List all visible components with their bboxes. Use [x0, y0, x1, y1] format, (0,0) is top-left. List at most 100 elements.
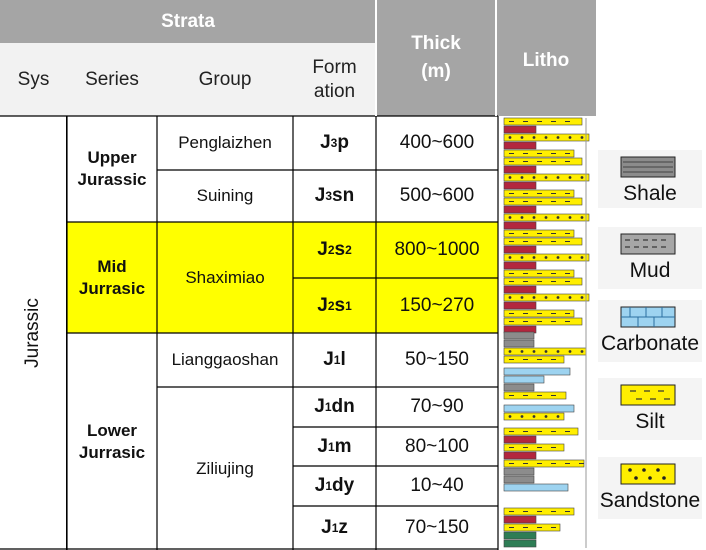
- shale-layer: [503, 467, 535, 476]
- sand-dot: [544, 256, 548, 259]
- shale-layer: [503, 331, 535, 340]
- sand-dot: [568, 216, 572, 219]
- sand-dot: [532, 176, 536, 179]
- sand-dot: [532, 216, 536, 219]
- formation-cell: J 1 dn: [314, 396, 355, 417]
- red-bed-layer: [503, 141, 537, 150]
- thickness-cell: 150~270: [399, 294, 475, 316]
- sand-dot: [556, 176, 560, 179]
- sand-dot: [508, 256, 512, 259]
- sand-dot: [544, 176, 548, 179]
- sand-dot: [580, 350, 584, 353]
- sys-header: Sys: [0, 43, 67, 116]
- sand-dot: [508, 136, 512, 139]
- sand-dot: [508, 216, 512, 219]
- sand-dot: [568, 296, 572, 299]
- red-bed-layer: [503, 261, 537, 270]
- strata-header: Strata: [0, 0, 376, 43]
- carbonate-layer: [503, 367, 571, 376]
- sand-dot: [520, 296, 524, 299]
- legend-label: Mud: [629, 259, 671, 282]
- sand-dot: [520, 216, 524, 219]
- legend-item: Silt: [598, 378, 702, 440]
- sand-dot: [568, 256, 572, 259]
- sand-dot: [580, 176, 584, 179]
- sand-dot: [556, 415, 560, 418]
- series-lower: Lower Jurrasic: [78, 420, 146, 462]
- sand-dot: [580, 216, 584, 219]
- thickness-cell: 70~90: [410, 396, 464, 417]
- carbonate-swatch-icon: [620, 306, 676, 328]
- sand-dot: [568, 136, 572, 139]
- series-mid: Mid Jurrasic: [78, 256, 146, 298]
- group-ziliujing: Ziliujing: [196, 458, 254, 478]
- red-bed-layer: [503, 125, 537, 134]
- silt-layer: [503, 317, 583, 326]
- sand-dot: [568, 350, 572, 353]
- sand-dot: [508, 296, 512, 299]
- shale-layer: [503, 475, 535, 484]
- silt-layer: [503, 237, 583, 246]
- thick-header: Thick (m): [376, 0, 496, 116]
- silt-layer: [503, 117, 583, 126]
- group-suining: Suining: [196, 186, 254, 205]
- sand-dot: [556, 350, 560, 353]
- formation-cell: J 3 sn: [314, 185, 355, 206]
- thickness-cell: 400~600: [399, 132, 475, 153]
- sand-dot: [544, 350, 548, 353]
- green-bed-layer: [503, 531, 537, 540]
- red-bed-layer: [503, 221, 537, 230]
- carbonate-layer: [503, 483, 569, 492]
- sand-dot: [556, 136, 560, 139]
- thickness-cell: 80~100: [405, 435, 469, 457]
- table-grid: [0, 115, 499, 550]
- silt-layer: [503, 355, 565, 364]
- red-bed-layer: [503, 205, 537, 214]
- sand-dot: [532, 415, 536, 418]
- red-bed-layer: [503, 515, 537, 524]
- sand-dot: [532, 136, 536, 139]
- silt-layer: [503, 459, 585, 468]
- sand-dot: [520, 256, 524, 259]
- sand-dot: [544, 415, 548, 418]
- formation-header: Form ation: [293, 43, 376, 116]
- series-upper: Upper Jurassic: [77, 148, 147, 189]
- sand-dot: [556, 296, 560, 299]
- red-bed-layer: [503, 181, 537, 190]
- red-bed-layer: [503, 435, 537, 444]
- sand-dot: [568, 176, 572, 179]
- sand-dot: [508, 415, 512, 418]
- litho-column: [503, 117, 590, 548]
- legend-item: Shale: [598, 150, 702, 208]
- silt-layer: [503, 523, 561, 532]
- green-bed-layer: [503, 539, 537, 548]
- sand-dot: [520, 350, 524, 353]
- sand-dot: [544, 296, 548, 299]
- sand-dot: [544, 216, 548, 219]
- silt-layer: [503, 391, 567, 400]
- sand-dot: [508, 350, 512, 353]
- group-shaximiao: Shaximiao: [185, 267, 265, 287]
- sand-dot: [520, 176, 524, 179]
- red-bed-layer: [503, 285, 537, 294]
- thickness-cell: 800~1000: [394, 239, 480, 260]
- sand-dot: [580, 296, 584, 299]
- legend-item: Sandstone: [598, 457, 702, 519]
- group-lianggaoshan: Lianggaoshan: [171, 350, 279, 369]
- sand-dot: [532, 296, 536, 299]
- legend-label: Silt: [635, 410, 665, 433]
- shale-layer: [503, 339, 535, 348]
- sand-dot: [556, 216, 560, 219]
- thickness-cell: 500~600: [399, 185, 475, 206]
- shale-swatch-icon: [620, 156, 676, 178]
- legend-label: Carbonate: [600, 332, 700, 355]
- silt-layer: [503, 443, 565, 452]
- thickness-cell: 10~40: [410, 475, 464, 496]
- shale-layer: [503, 383, 535, 392]
